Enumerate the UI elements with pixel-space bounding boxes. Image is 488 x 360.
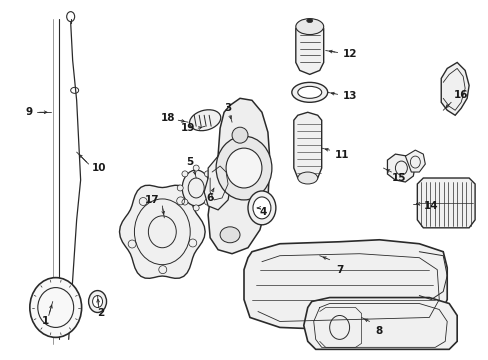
Polygon shape	[416, 178, 474, 228]
Text: 4: 4	[259, 207, 266, 217]
Polygon shape	[119, 185, 205, 278]
Ellipse shape	[182, 199, 187, 205]
Polygon shape	[405, 150, 425, 172]
Polygon shape	[208, 98, 269, 254]
Polygon shape	[244, 240, 447, 332]
Text: 16: 16	[453, 90, 468, 100]
Ellipse shape	[38, 288, 74, 328]
Ellipse shape	[30, 278, 81, 337]
Text: 10: 10	[91, 163, 105, 173]
Text: 5: 5	[186, 157, 193, 167]
Polygon shape	[386, 154, 414, 182]
Text: 17: 17	[145, 195, 160, 205]
Ellipse shape	[177, 185, 183, 191]
Ellipse shape	[193, 205, 199, 211]
Text: 15: 15	[391, 173, 406, 183]
Ellipse shape	[204, 171, 210, 177]
Ellipse shape	[297, 86, 321, 98]
Ellipse shape	[297, 172, 317, 184]
Ellipse shape	[193, 165, 199, 171]
Ellipse shape	[216, 136, 271, 200]
Ellipse shape	[220, 227, 240, 243]
Polygon shape	[293, 112, 321, 182]
Text: 9: 9	[25, 107, 32, 117]
Ellipse shape	[295, 19, 323, 35]
Text: 7: 7	[335, 265, 343, 275]
Ellipse shape	[209, 185, 215, 191]
Ellipse shape	[306, 19, 312, 23]
Text: 18: 18	[161, 113, 175, 123]
Ellipse shape	[291, 82, 327, 102]
Ellipse shape	[189, 110, 220, 131]
Polygon shape	[303, 298, 456, 349]
Ellipse shape	[232, 127, 247, 143]
Text: 12: 12	[342, 49, 356, 59]
Ellipse shape	[225, 148, 262, 188]
Polygon shape	[203, 156, 232, 210]
Text: 2: 2	[97, 309, 104, 319]
Ellipse shape	[204, 199, 210, 205]
Text: 19: 19	[181, 123, 195, 133]
Ellipse shape	[92, 296, 102, 307]
Text: 8: 8	[375, 327, 382, 336]
Ellipse shape	[88, 291, 106, 312]
Text: 14: 14	[423, 201, 438, 211]
Ellipse shape	[247, 191, 275, 225]
Polygon shape	[295, 21, 323, 75]
Ellipse shape	[182, 170, 210, 206]
Text: 1: 1	[42, 316, 49, 327]
Ellipse shape	[182, 171, 187, 177]
Text: 3: 3	[224, 103, 231, 113]
Text: 6: 6	[206, 193, 213, 203]
Text: 13: 13	[342, 91, 356, 101]
Ellipse shape	[252, 197, 270, 219]
Polygon shape	[440, 62, 468, 115]
Text: 11: 11	[334, 150, 348, 160]
